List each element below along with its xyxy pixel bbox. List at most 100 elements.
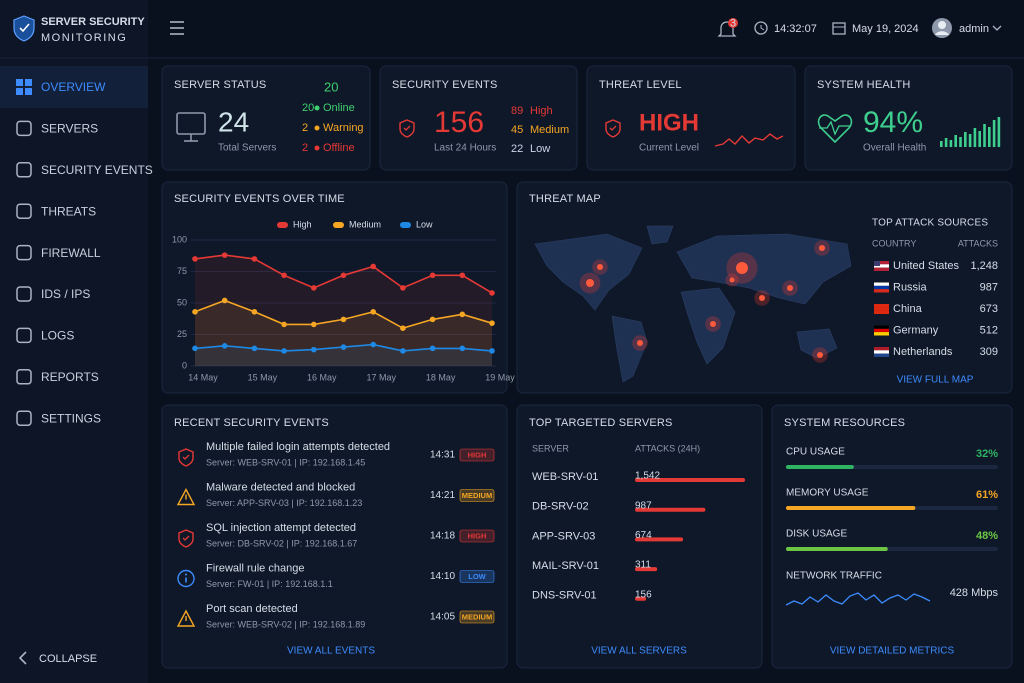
series-point <box>459 345 466 352</box>
event-title: Port scan detected <box>206 603 298 615</box>
status-header: 20 <box>324 79 338 94</box>
x-tick-label: 14 May <box>188 372 218 382</box>
card-title: RECENT SECURITY EVENTS <box>174 417 329 429</box>
threat-map-card: THREAT MAP TOP ATTACK SOURCES COUNTRY ATTAC… <box>516 181 1013 394</box>
country-name: Russia <box>893 281 928 293</box>
series-point <box>192 256 198 262</box>
shield-icon <box>178 448 194 467</box>
series-area <box>195 255 492 366</box>
attack-value: 674 <box>635 530 652 541</box>
events-row-label: High <box>530 105 553 117</box>
flag-stripe <box>874 307 889 311</box>
flag-stripe <box>874 289 889 293</box>
resource-value: 48% <box>976 530 998 542</box>
view-events-link[interactable]: VIEW ALL EVENTS <box>287 646 375 657</box>
event-title: SQL injection attempt detected <box>206 522 356 534</box>
server-status-card: SERVER STATUS 24 Total Servers 20 20 Online 2 W… <box>161 65 371 171</box>
card-title: SERVER STATUS <box>174 79 266 91</box>
series-point <box>400 325 406 331</box>
events-label: Last 24 Hours <box>434 143 496 154</box>
nav-item[interactable]: SERVERS <box>41 122 98 136</box>
events-row-label: Medium <box>530 124 569 136</box>
health-bar <box>968 134 972 147</box>
series-point <box>340 344 347 350</box>
icon-frame <box>16 327 32 344</box>
targeted-servers-card: TOP TARGETED SERVERS SERVER ATTACKS (24H) W… <box>516 404 763 669</box>
events-row-label: Low <box>530 143 550 155</box>
nav-icon <box>16 120 32 137</box>
severity-label: MEDIUM <box>462 612 492 621</box>
series-point <box>489 290 495 296</box>
nav-item[interactable]: SECURITY EVENTS <box>41 163 153 177</box>
flag-stripe <box>874 285 889 290</box>
series-point <box>311 346 317 353</box>
series-point <box>429 272 436 279</box>
column-header: COUNTRY <box>872 238 916 248</box>
card-title: THREAT LEVEL <box>599 79 682 91</box>
threat-sparkline <box>714 133 784 147</box>
event-time: 14:21 <box>430 490 455 501</box>
nav-item[interactable]: IDS / IPS <box>41 287 90 301</box>
legend-label: High <box>293 219 312 229</box>
security-events-card: SECURITY EVENTS 156 Last 24 Hours 89 High 45 M… <box>379 65 578 171</box>
collapse-button[interactable] <box>18 651 27 665</box>
notifications[interactable]: 3 <box>717 17 738 37</box>
warning-icon <box>176 488 196 506</box>
resource-value: 32% <box>976 448 998 460</box>
check <box>403 125 411 131</box>
circle <box>177 569 195 588</box>
legend-swatch <box>400 222 411 228</box>
severity-badge <box>459 570 495 583</box>
card-title: TOP TARGETED SERVERS <box>529 417 673 429</box>
brand-logo <box>13 15 35 42</box>
nav-item[interactable]: SETTINGS <box>41 411 101 425</box>
nav-item[interactable]: OVERVIEW <box>41 80 106 94</box>
nav-item[interactable]: FIREWALL <box>41 246 101 260</box>
network-label: NETWORK TRAFFIC <box>786 571 882 582</box>
nav-icon <box>16 162 32 178</box>
attack-point <box>597 264 603 270</box>
user-name[interactable]: admin <box>959 23 989 35</box>
severity-badge <box>459 610 495 624</box>
health-bar <box>973 128 977 147</box>
event-detail: Server: DB-SRV-02 | IP: 192.168.1.67 <box>206 538 357 548</box>
view-servers-link[interactable]: VIEW ALL SERVERS <box>591 646 687 657</box>
nav-item[interactable]: THREATS <box>41 204 96 218</box>
icon-square <box>16 79 23 86</box>
user-menu[interactable] <box>932 18 1002 38</box>
legend-swatch <box>277 222 288 228</box>
nav-icon <box>16 410 32 426</box>
series-point <box>370 309 376 315</box>
check <box>182 454 190 460</box>
flag-stripe <box>874 350 889 354</box>
card-background <box>586 65 796 171</box>
flag-stripe <box>874 310 889 314</box>
y-tick-label: 50 <box>177 297 187 307</box>
flag-icon <box>874 261 889 271</box>
view-metrics-link[interactable]: VIEW DETAILED METRICS <box>830 646 955 657</box>
icon-frame <box>16 162 32 178</box>
server-name: MAIL-SRV-01 <box>532 560 599 572</box>
icon-frame <box>16 203 32 219</box>
attack-point <box>729 277 735 283</box>
legend-swatch <box>333 222 344 228</box>
attack-bar <box>635 507 706 512</box>
status-value: 2 <box>302 142 308 154</box>
attack-count: 1,248 <box>970 260 998 272</box>
events-row-value: 22 <box>511 143 523 155</box>
event-time: 14:05 <box>430 612 455 623</box>
collapse-label[interactable]: COLLAPSE <box>39 653 97 665</box>
events-total: 156 <box>434 106 484 139</box>
nav-item[interactable]: REPORTS <box>41 370 99 384</box>
health-bar <box>988 127 991 147</box>
menu-button[interactable] <box>170 21 184 35</box>
clock-icon <box>754 21 768 35</box>
card-title: THREAT MAP <box>529 193 601 205</box>
shield-icon <box>605 119 621 138</box>
attack-count: 987 <box>980 281 998 293</box>
view-map-link[interactable]: VIEW FULL MAP <box>897 375 974 386</box>
status-dot <box>314 105 320 111</box>
flag-icon <box>874 304 889 314</box>
nav-item[interactable]: LOGS <box>41 329 74 343</box>
shield <box>178 448 194 467</box>
